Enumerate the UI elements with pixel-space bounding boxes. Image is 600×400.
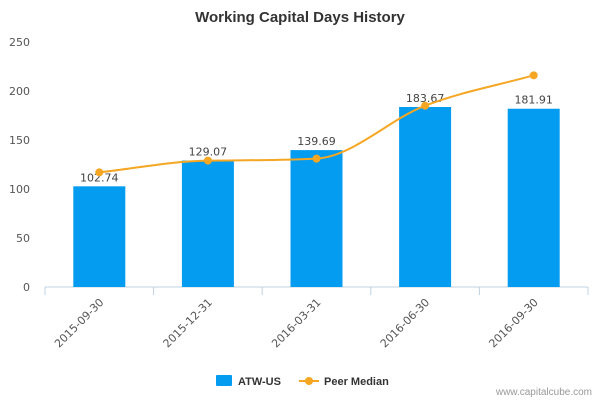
peer-median-point-2016-09-30: [529, 71, 538, 80]
bar-2015-09-30: [73, 186, 126, 287]
bar-data-label: 102.74: [80, 171, 119, 184]
bar-data-label: 139.69: [297, 135, 336, 148]
y-tick-label: 200: [9, 85, 30, 98]
bar-2015-12-31: [181, 160, 234, 287]
x-tick-label: 2016-09-30: [486, 296, 540, 350]
credit-text: www.capitalcube.com: [495, 387, 592, 398]
x-tick-label: 2016-06-30: [378, 296, 432, 350]
bar-2016-06-30: [399, 107, 452, 287]
legend: ATW-US Peer Median: [216, 375, 389, 388]
legend-swatch-peer-median-marker: [305, 377, 313, 385]
legend-label-atw-us: ATW-US: [238, 376, 281, 388]
bar-2016-09-30: [507, 108, 560, 287]
y-tick-label: 50: [16, 232, 30, 245]
y-tick-label: 0: [23, 281, 30, 294]
peer-median-point-2016-06-30: [421, 101, 430, 110]
x-tick-label: 2015-12-31: [161, 296, 215, 350]
bar-data-label: 129.07: [189, 146, 228, 159]
x-axis: 2015-09-30 2015-12-31 2016-03-31 2016-06-30…: [44, 286, 589, 350]
bar-2016-03-31: [290, 150, 343, 287]
bar-series: [73, 107, 560, 287]
y-tick-label: 150: [9, 134, 30, 147]
y-tick-label: 100: [9, 183, 30, 196]
y-axis: 0 50 100 150 200 250: [9, 36, 30, 294]
y-tick-label: 250: [9, 36, 30, 49]
peer-median-point-2015-09-30: [95, 168, 104, 177]
x-tick-label: 2015-09-30: [52, 296, 106, 350]
legend-swatch-atw-us: [216, 375, 232, 386]
legend-label-peer-median: Peer Median: [324, 376, 389, 388]
x-tick-label: 2016-03-31: [269, 296, 323, 350]
chart-title: Working Capital Days History: [195, 9, 405, 26]
line-series: [95, 71, 538, 177]
bar-data-label: 181.91: [514, 94, 553, 107]
peer-median-point-2016-03-31: [312, 154, 321, 163]
peer-median-point-2015-12-31: [203, 156, 212, 165]
